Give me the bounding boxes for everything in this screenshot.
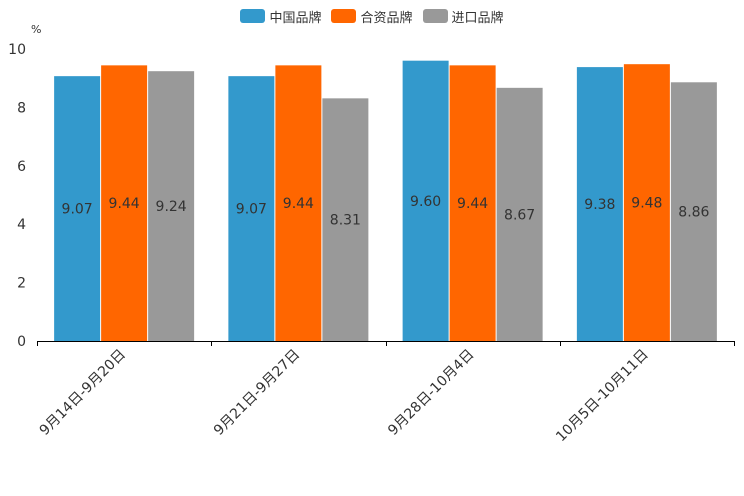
- bar-import-1: [148, 71, 195, 341]
- data-label: 9.07: [62, 202, 93, 218]
- bar-china-4: [576, 67, 623, 341]
- y-tick-label: 6: [17, 159, 26, 175]
- data-label: 9.07: [236, 202, 267, 218]
- y-tick-label: 8: [17, 100, 26, 116]
- bar-import-3: [496, 87, 543, 341]
- bar-import-4: [670, 82, 717, 342]
- data-label: 8.86: [678, 205, 709, 221]
- data-label: 9.44: [457, 196, 488, 212]
- legend-swatch-china-brand: [240, 9, 266, 23]
- legend-swatch-jv-brand: [331, 9, 357, 23]
- legend-item-import-brand[interactable]: 进口品牌: [422, 7, 504, 26]
- y-tick-label: 4: [17, 217, 26, 233]
- bar-china-3: [402, 60, 449, 342]
- x-category-label: 9月14日-9月20日: [37, 347, 129, 439]
- bar-jv-4: [623, 64, 670, 342]
- data-label: 9.24: [156, 199, 187, 215]
- y-tick-label: 0: [17, 334, 26, 350]
- legend-item-china-brand[interactable]: 中国品牌: [240, 7, 321, 26]
- data-label: 9.48: [631, 196, 662, 212]
- legend-swatch-import-brand: [422, 9, 448, 23]
- bar-jv-2: [275, 65, 322, 342]
- y-axis-unit-label: %: [31, 23, 41, 36]
- bar-china-1: [54, 76, 101, 341]
- data-label: 8.31: [330, 213, 361, 229]
- x-category-label: 9月28日-10月4日: [385, 347, 477, 439]
- legend-label-jv-brand: 合资品牌: [360, 10, 413, 26]
- legend-item-jv-brand[interactable]: 合资品牌: [331, 7, 413, 26]
- bar-china-2: [228, 76, 275, 341]
- legend-label-china-brand: 中国品牌: [269, 10, 322, 26]
- data-label: 9.38: [584, 197, 615, 213]
- data-label: 9.44: [109, 196, 140, 212]
- bar-jv-3: [449, 65, 496, 342]
- x-category-label: 9月21日-9月27日: [211, 347, 303, 439]
- y-tick-label: 10: [8, 42, 26, 58]
- data-label: 9.60: [410, 194, 441, 210]
- chart-legend: 中国品牌 合资品牌 进口品牌: [0, 7, 744, 26]
- x-category-label: 10月5日-10月11日: [553, 347, 652, 446]
- bar-jv-1: [101, 65, 148, 342]
- bar-import-2: [322, 98, 369, 342]
- legend-label-import-brand: 进口品牌: [451, 10, 504, 26]
- y-tick-label: 2: [17, 276, 26, 292]
- data-label: 9.44: [283, 196, 314, 212]
- data-label: 8.67: [504, 207, 535, 223]
